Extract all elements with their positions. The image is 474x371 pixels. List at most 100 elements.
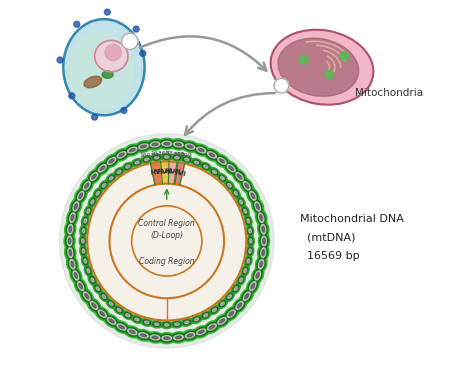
- Ellipse shape: [216, 316, 228, 326]
- Ellipse shape: [246, 245, 254, 257]
- Ellipse shape: [228, 183, 231, 187]
- Ellipse shape: [195, 327, 208, 336]
- Ellipse shape: [91, 173, 98, 180]
- Ellipse shape: [158, 138, 176, 149]
- Ellipse shape: [131, 158, 143, 167]
- Ellipse shape: [237, 174, 242, 179]
- Ellipse shape: [233, 190, 238, 197]
- Ellipse shape: [150, 335, 160, 340]
- Ellipse shape: [191, 158, 202, 167]
- Ellipse shape: [106, 173, 116, 183]
- Ellipse shape: [113, 148, 130, 161]
- Ellipse shape: [82, 249, 85, 253]
- Ellipse shape: [139, 333, 148, 338]
- Ellipse shape: [204, 148, 220, 161]
- Ellipse shape: [141, 334, 146, 337]
- Ellipse shape: [116, 307, 122, 313]
- Ellipse shape: [95, 285, 100, 292]
- Ellipse shape: [134, 160, 141, 165]
- Ellipse shape: [87, 209, 90, 213]
- Ellipse shape: [211, 169, 218, 175]
- Ellipse shape: [141, 145, 146, 148]
- Ellipse shape: [126, 145, 139, 155]
- Ellipse shape: [85, 293, 89, 299]
- Ellipse shape: [187, 145, 193, 148]
- Ellipse shape: [197, 147, 206, 153]
- Ellipse shape: [82, 255, 89, 267]
- Ellipse shape: [78, 282, 84, 290]
- Ellipse shape: [109, 176, 113, 180]
- Ellipse shape: [87, 269, 90, 273]
- Ellipse shape: [240, 288, 254, 304]
- Ellipse shape: [253, 269, 262, 282]
- Ellipse shape: [143, 320, 150, 325]
- Ellipse shape: [67, 256, 78, 273]
- Ellipse shape: [78, 191, 84, 200]
- Ellipse shape: [89, 300, 100, 311]
- Ellipse shape: [185, 144, 195, 149]
- Ellipse shape: [88, 275, 97, 285]
- Ellipse shape: [245, 183, 249, 188]
- Ellipse shape: [244, 181, 250, 190]
- Ellipse shape: [197, 329, 206, 335]
- Ellipse shape: [241, 206, 249, 217]
- Ellipse shape: [252, 267, 264, 284]
- Ellipse shape: [255, 271, 261, 280]
- Ellipse shape: [109, 159, 114, 163]
- Ellipse shape: [74, 204, 77, 209]
- Ellipse shape: [72, 200, 81, 213]
- Circle shape: [299, 55, 308, 64]
- Ellipse shape: [91, 200, 94, 204]
- Ellipse shape: [255, 209, 267, 226]
- Ellipse shape: [84, 206, 92, 217]
- Ellipse shape: [200, 311, 211, 319]
- Ellipse shape: [90, 198, 95, 206]
- Ellipse shape: [82, 215, 89, 227]
- Ellipse shape: [83, 181, 90, 190]
- Ellipse shape: [137, 142, 150, 151]
- Ellipse shape: [244, 292, 250, 301]
- Ellipse shape: [152, 143, 158, 146]
- Ellipse shape: [247, 259, 250, 263]
- Ellipse shape: [228, 310, 235, 317]
- Ellipse shape: [97, 308, 108, 319]
- Text: 16024: 16024: [139, 153, 159, 158]
- Ellipse shape: [226, 308, 237, 319]
- Ellipse shape: [243, 267, 248, 274]
- Text: 16365: 16365: [150, 151, 170, 156]
- Circle shape: [140, 50, 146, 56]
- Ellipse shape: [248, 237, 253, 244]
- Circle shape: [87, 161, 247, 321]
- Ellipse shape: [128, 329, 137, 335]
- Ellipse shape: [234, 171, 245, 182]
- Ellipse shape: [182, 329, 199, 341]
- Ellipse shape: [101, 293, 107, 300]
- Wedge shape: [167, 161, 169, 184]
- Ellipse shape: [117, 324, 126, 330]
- Ellipse shape: [122, 162, 133, 171]
- Ellipse shape: [115, 150, 128, 160]
- Ellipse shape: [250, 191, 256, 200]
- Ellipse shape: [251, 283, 255, 289]
- Ellipse shape: [161, 153, 173, 161]
- Ellipse shape: [185, 333, 195, 338]
- Ellipse shape: [227, 293, 233, 300]
- Ellipse shape: [193, 160, 200, 165]
- Ellipse shape: [108, 158, 116, 164]
- Ellipse shape: [76, 190, 85, 202]
- Ellipse shape: [225, 292, 234, 302]
- Ellipse shape: [83, 292, 90, 301]
- Ellipse shape: [69, 250, 72, 256]
- Ellipse shape: [204, 165, 208, 168]
- Ellipse shape: [278, 38, 359, 96]
- Ellipse shape: [246, 217, 251, 224]
- Ellipse shape: [122, 311, 133, 319]
- Ellipse shape: [208, 152, 216, 158]
- Ellipse shape: [164, 156, 169, 158]
- Circle shape: [325, 70, 334, 79]
- Circle shape: [60, 134, 274, 348]
- Ellipse shape: [249, 249, 251, 253]
- Ellipse shape: [262, 236, 266, 246]
- Ellipse shape: [155, 156, 159, 159]
- Ellipse shape: [108, 175, 114, 181]
